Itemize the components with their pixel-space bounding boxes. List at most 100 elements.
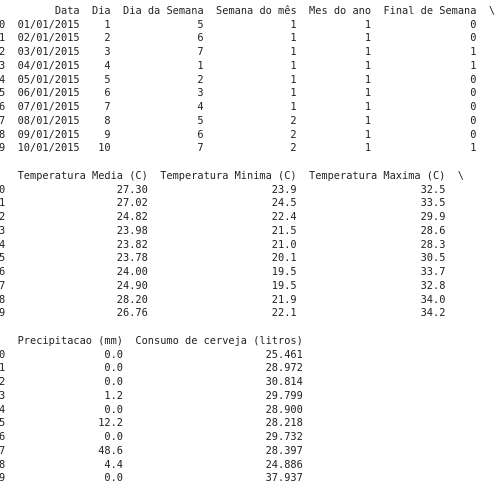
- cell: 1: [364, 73, 372, 86]
- row-index: 1: [0, 362, 6, 375]
- row-index: 7: [0, 114, 6, 127]
- cell: 27.02: [116, 197, 148, 210]
- cell: 1: [364, 142, 372, 155]
- cell: 1.2: [104, 389, 124, 402]
- cell: 19.5: [271, 279, 297, 292]
- continuation-mark: \: [488, 4, 496, 17]
- cell: 6: [104, 87, 111, 100]
- row-index: 4: [0, 403, 6, 416]
- row-index: 0: [0, 18, 6, 31]
- cell: 34.0: [420, 293, 446, 306]
- cell: 5: [197, 114, 204, 127]
- cell: 1: [290, 87, 297, 100]
- cell: 0: [470, 32, 477, 45]
- continuation-mark: \: [457, 169, 464, 182]
- cell: 1: [290, 59, 297, 72]
- cell: 26.76: [116, 307, 148, 320]
- cell: 1: [470, 142, 477, 155]
- cell: 0.0: [104, 472, 124, 485]
- cell: 0: [470, 73, 477, 86]
- cell: 29.799: [265, 389, 303, 402]
- cell: 6: [197, 128, 204, 141]
- row-index: 4: [0, 238, 6, 251]
- cell: 2: [290, 142, 297, 155]
- cell: 5: [197, 18, 204, 31]
- cell: 0: [470, 18, 477, 31]
- cell: 06/01/2015: [17, 87, 80, 100]
- cell: 1: [290, 73, 297, 86]
- column-header: Precipitacao (mm): [17, 334, 123, 347]
- cell: 28.3: [420, 238, 446, 251]
- cell: 03/01/2015: [17, 46, 80, 58]
- row-index: 6: [0, 266, 6, 278]
- cell: 10/01/2015: [17, 142, 80, 155]
- cell: 28.20: [116, 293, 148, 306]
- row-index: 8: [0, 293, 6, 306]
- column-header: Semana do mês: [216, 4, 297, 17]
- output-line: None: [0, 0, 24, 3]
- cell: 0.0: [104, 431, 124, 443]
- cell: 2: [197, 73, 204, 86]
- cell: 0.0: [104, 348, 124, 361]
- row-index: 9: [0, 142, 6, 155]
- cell: 0: [470, 114, 477, 127]
- cell: 6: [197, 32, 204, 45]
- cell: 24.90: [116, 279, 148, 292]
- cell: 29.9: [420, 211, 446, 223]
- cell: 7: [197, 46, 204, 58]
- cell: 4.4: [104, 458, 124, 471]
- row-index: 0: [0, 183, 6, 196]
- cell: 2: [290, 128, 297, 141]
- cell: 1: [197, 59, 204, 72]
- column-header: Final de Semana: [383, 4, 477, 17]
- cell: 33.5: [420, 197, 446, 210]
- row-index: 9: [0, 307, 6, 320]
- cell: 1: [364, 18, 372, 31]
- cell: 0.0: [104, 376, 124, 388]
- cell: 37.937: [265, 472, 303, 485]
- cell: 2: [104, 32, 111, 45]
- row-index: 7: [0, 444, 6, 457]
- cell: 0.0: [104, 403, 124, 416]
- row-index: 6: [0, 431, 6, 443]
- row-index: 1: [0, 197, 6, 210]
- cell: 21.0: [271, 238, 297, 251]
- cell: 1: [290, 101, 297, 113]
- cell: 10: [98, 142, 111, 155]
- cell: 4: [104, 59, 111, 72]
- cell: 1: [364, 59, 372, 72]
- cell: 7: [197, 142, 204, 155]
- row-index: 9: [0, 472, 6, 485]
- cell: 1: [364, 128, 372, 141]
- column-header: Data: [54, 4, 80, 17]
- cell: 0.0: [104, 362, 124, 375]
- cell: 28.397: [265, 444, 303, 457]
- cell: 23.98: [116, 224, 148, 237]
- cell: 5: [104, 73, 111, 86]
- cell: 48.6: [98, 444, 124, 457]
- cell: 22.1: [271, 307, 297, 320]
- cell: 04/01/2015: [17, 59, 80, 72]
- cell: 23.82: [116, 238, 148, 251]
- cell: 32.8: [420, 279, 446, 292]
- cell: 4: [197, 101, 204, 113]
- row-index: 8: [0, 458, 6, 471]
- cell: 1: [104, 18, 111, 31]
- row-index: 1: [0, 32, 6, 45]
- cell: 1: [290, 32, 297, 45]
- cell: 3: [197, 87, 204, 100]
- row-index: 0: [0, 348, 6, 361]
- row-index: 2: [0, 211, 6, 223]
- cell: 02/01/2015: [17, 32, 80, 45]
- cell: 33.7: [420, 266, 446, 278]
- row-index: 5: [0, 417, 6, 430]
- cell: 08/01/2015: [17, 114, 80, 127]
- cell: 34.2: [420, 307, 446, 320]
- cell: 1: [364, 32, 372, 45]
- cell: 07/01/2015: [17, 101, 80, 113]
- cell: 28.218: [265, 417, 303, 430]
- cell: 24.886: [265, 458, 303, 471]
- cell: 23.78: [116, 252, 148, 265]
- cell: 7: [104, 101, 111, 113]
- cell: 0: [470, 128, 477, 141]
